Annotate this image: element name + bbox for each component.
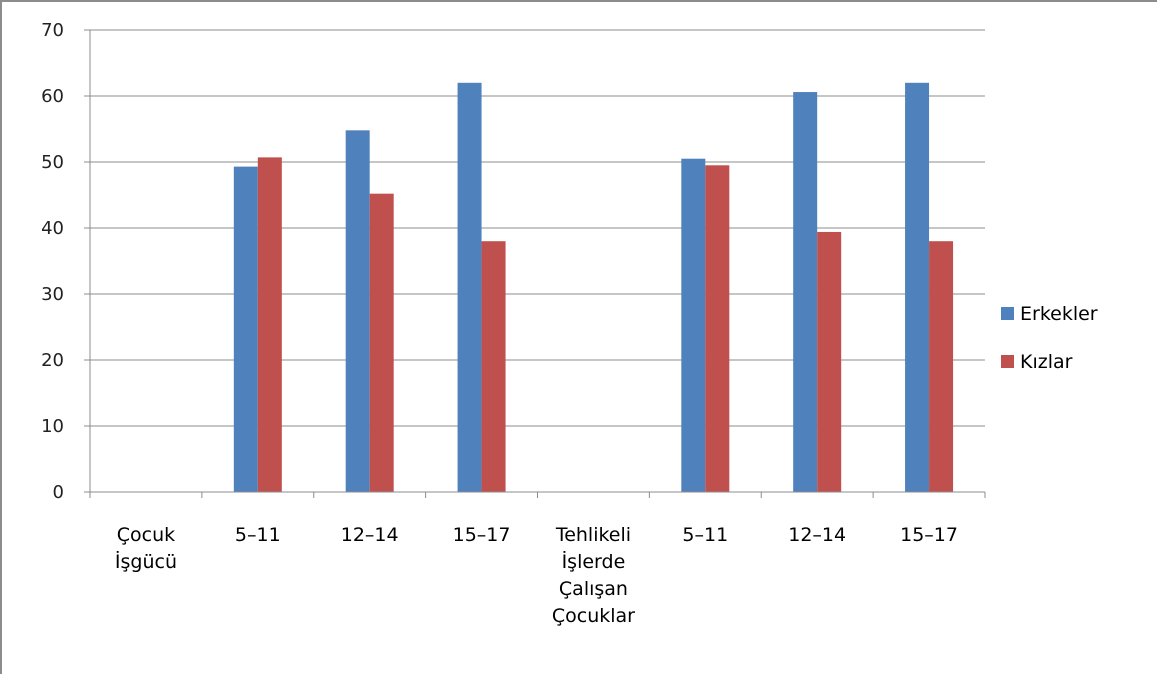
axes: [84, 29, 986, 498]
x-category-label: 15–17: [900, 524, 958, 546]
x-category-label-line: 12–14: [341, 524, 399, 546]
x-category-label-line: 5–11: [235, 524, 281, 546]
bar-kızlar: [481, 241, 506, 492]
x-category-label-line: Çalışan: [559, 578, 628, 600]
legend-swatch-erkekler: [1001, 307, 1014, 320]
legend-label: Kızlar: [1020, 351, 1073, 373]
bar-kızlar: [929, 241, 954, 492]
x-category-label: Tehlikeli İşlerde Çalışan Çocuklar: [552, 524, 635, 627]
y-tick-label: 0: [53, 482, 64, 503]
y-tick-label: 40: [41, 218, 64, 239]
x-category-label-line: Çocuklar: [552, 605, 635, 627]
bar-erkekler: [905, 82, 930, 493]
bar-erkekler: [457, 82, 482, 493]
x-category-label-line: Tehlikeli: [555, 524, 631, 546]
bar-kızlar: [817, 231, 842, 492]
legend-label: Erkekler: [1020, 303, 1098, 325]
x-category-label-line: İşgücü: [115, 550, 177, 573]
y-tick-label: 50: [41, 152, 64, 173]
y-tick-label: 10: [41, 416, 64, 437]
bar-erkekler: [233, 166, 258, 492]
x-category-label-line: 15–17: [453, 524, 511, 546]
x-category-label: Çocuk İşgücü: [115, 524, 177, 573]
bar-kızlar: [257, 157, 282, 492]
x-category-label-line: 15–17: [900, 524, 958, 546]
bar-erkekler: [345, 130, 370, 492]
x-category-label: 5–11: [235, 524, 281, 546]
x-category-label-line: Çocuk: [117, 524, 175, 546]
y-tick-label: 70: [41, 20, 64, 41]
x-category-label: 5–11: [682, 524, 728, 546]
x-category-label: 15–17: [453, 524, 511, 546]
bar-erkekler: [681, 158, 706, 492]
bar-erkekler: [793, 92, 818, 492]
x-category-label-line: 12–14: [788, 524, 846, 546]
gridlines: [90, 29, 985, 427]
y-tick-label: 60: [41, 86, 64, 107]
x-category-label-line: İşlerde: [562, 550, 626, 573]
x-axis-category-labels: Çocuk İşgücü 5–11 12–14 15–17 Tehlikeli İşlerd…: [115, 524, 958, 627]
bar-kızlar: [705, 165, 730, 493]
y-tick-label: 20: [41, 350, 64, 371]
x-category-label: 12–14: [788, 524, 846, 546]
x-category-label: 12–14: [341, 524, 399, 546]
y-tick-label: 30: [41, 284, 64, 305]
bars: [233, 82, 954, 493]
x-category-label-line: 5–11: [682, 524, 728, 546]
legend: Erkekler Kızlar: [1001, 303, 1098, 373]
y-axis-tick-labels: 0 10 20 30 40 50 60 70: [41, 20, 64, 503]
legend-swatch-kızlar: [1001, 355, 1014, 368]
bar-kızlar: [369, 193, 394, 492]
